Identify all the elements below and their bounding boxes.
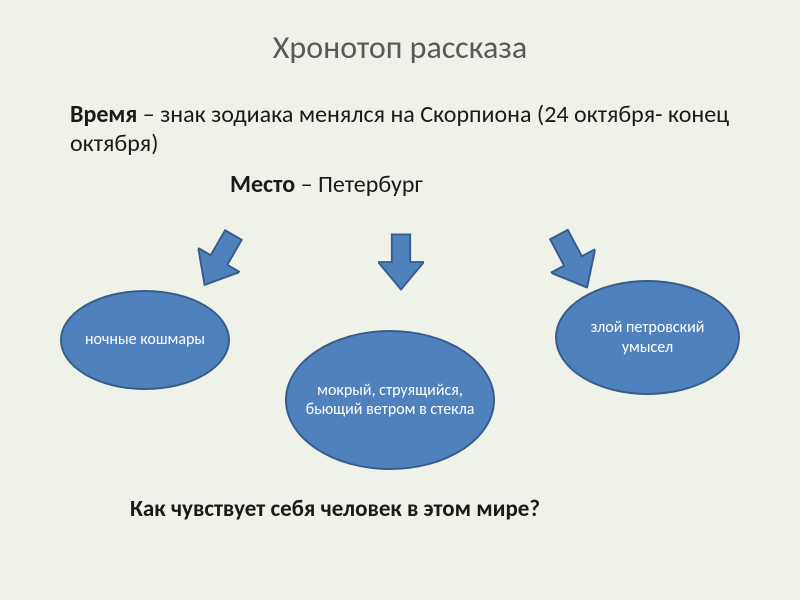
time-rest: – знак зодиака менялся на Скорпиона (24 …	[70, 100, 729, 158]
concept-ellipse: мокрый, струящийся, бьющий ветром в стек…	[285, 330, 495, 470]
time-line: Время – знак зодиака менялся на Скорпион…	[70, 100, 730, 158]
arrow-down-icon	[378, 232, 424, 292]
concept-ellipse: ночные кошмары	[60, 290, 230, 390]
arrow-down-icon	[183, 222, 255, 298]
time-label: Время	[70, 100, 137, 129]
concept-label: мокрый, струящийся, бьющий ветром в стек…	[287, 381, 493, 419]
place-rest: – Петербург	[295, 170, 423, 199]
concept-label: злой петровский умысел	[557, 318, 738, 356]
concept-ellipse: злой петровский умысел	[555, 280, 740, 395]
place-label: Место	[230, 170, 295, 199]
slide-title: Хронотоп рассказа	[0, 28, 800, 67]
concept-label: ночные кошмары	[71, 330, 219, 349]
question-text: Как чувствует себя человек в этом мире?	[130, 495, 690, 523]
place-line: Место – Петербург	[230, 170, 650, 199]
